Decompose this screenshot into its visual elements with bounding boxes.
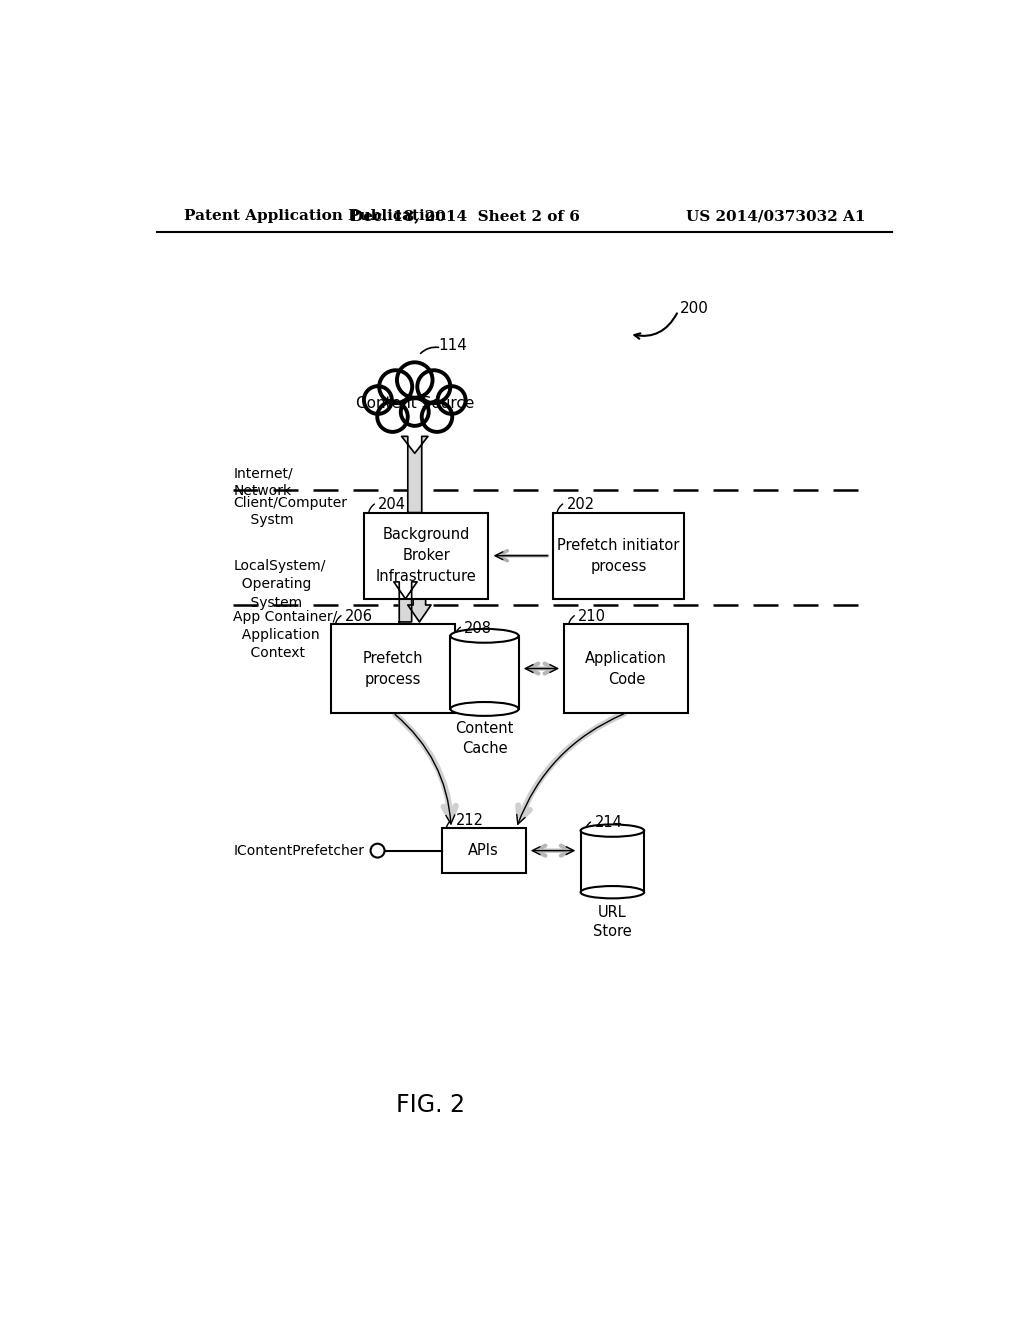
Bar <box>442 829 525 873</box>
Text: Content Source: Content Source <box>355 396 474 411</box>
Text: Client/Computer
    Systm: Client/Computer Systm <box>233 496 347 527</box>
Text: Background
Broker
Infrastructure: Background Broker Infrastructure <box>376 527 477 585</box>
Text: Prefetch initiator
process: Prefetch initiator process <box>557 537 680 574</box>
Text: 202: 202 <box>566 498 595 512</box>
Bar <box>553 512 684 599</box>
Text: 114: 114 <box>438 338 467 352</box>
Polygon shape <box>401 437 428 512</box>
Circle shape <box>437 387 466 414</box>
Text: 206: 206 <box>345 609 373 624</box>
Ellipse shape <box>451 702 518 715</box>
Text: Content
Cache: Content Cache <box>456 721 514 756</box>
Text: Dec. 18, 2014  Sheet 2 of 6: Dec. 18, 2014 Sheet 2 of 6 <box>350 209 580 223</box>
Text: 214: 214 <box>595 816 623 830</box>
Circle shape <box>418 370 451 403</box>
Text: 204: 204 <box>378 498 407 512</box>
Circle shape <box>422 401 453 432</box>
Text: 212: 212 <box>456 813 483 828</box>
Text: Prefetch
process: Prefetch process <box>362 651 423 686</box>
Text: 210: 210 <box>579 609 606 624</box>
Text: URL
Store: URL Store <box>593 904 632 940</box>
Bar <box>581 830 644 892</box>
Text: Patent Application Publication: Patent Application Publication <box>183 209 445 223</box>
Text: FIG. 2: FIG. 2 <box>395 1093 465 1118</box>
Circle shape <box>406 376 443 414</box>
Bar <box>451 636 518 709</box>
Circle shape <box>400 399 429 426</box>
Ellipse shape <box>581 886 644 899</box>
Text: App Container/
  Application
    Context: App Container/ Application Context <box>233 610 338 660</box>
Polygon shape <box>394 582 417 622</box>
Circle shape <box>386 376 424 414</box>
Ellipse shape <box>451 628 518 643</box>
Circle shape <box>397 362 432 397</box>
Circle shape <box>394 383 435 422</box>
Text: LocalSystem/
  Operating
    System: LocalSystem/ Operating System <box>233 558 326 610</box>
Ellipse shape <box>581 825 644 837</box>
Text: Internet/
Network: Internet/ Network <box>233 466 293 498</box>
Text: IContentPrefetcher: IContentPrefetcher <box>233 843 365 858</box>
Bar <box>564 624 688 713</box>
Polygon shape <box>408 599 431 622</box>
Text: Application
Code: Application Code <box>586 651 668 686</box>
Circle shape <box>379 370 413 403</box>
Bar <box>365 512 488 599</box>
Text: 200: 200 <box>680 301 709 315</box>
Circle shape <box>377 401 408 432</box>
Text: US 2014/0373032 A1: US 2014/0373032 A1 <box>686 209 866 223</box>
Circle shape <box>364 387 392 414</box>
Text: APIs: APIs <box>468 843 499 858</box>
Bar <box>331 624 455 713</box>
Text: 208: 208 <box>464 620 493 636</box>
